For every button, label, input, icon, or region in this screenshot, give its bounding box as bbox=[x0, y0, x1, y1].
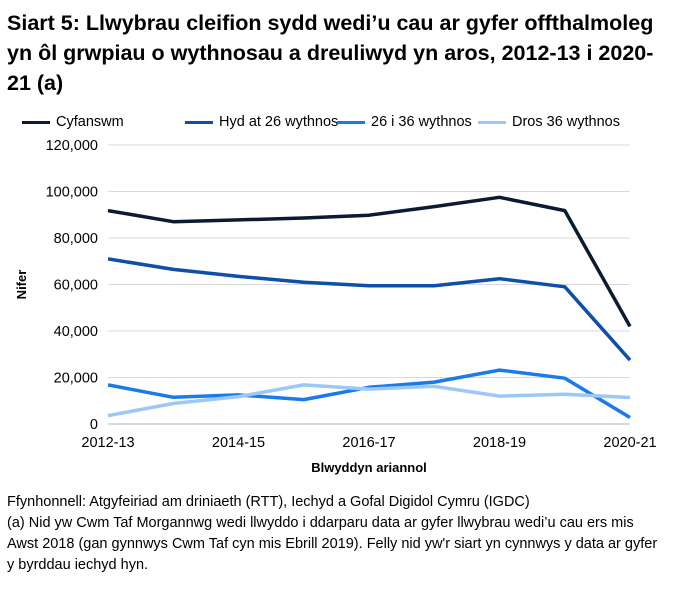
x-tick-label: 2018-19 bbox=[473, 435, 526, 451]
legend-swatch bbox=[22, 120, 50, 124]
chart-notes: Ffynhonnell: Atgyfeiriad am driniaeth (R… bbox=[7, 492, 667, 576]
y-tick-label: 120,000 bbox=[46, 138, 98, 154]
series-line-3 bbox=[107, 368, 631, 419]
footnote: (a) Nid yw Cwm Taf Morgannwg wedi llwydd… bbox=[7, 515, 658, 573]
y-axis-title: Nifer bbox=[14, 270, 29, 300]
y-tick-label: 20,000 bbox=[54, 371, 98, 387]
x-axis-title: Blwyddyn ariannol bbox=[311, 460, 427, 475]
legend-label: 26 i 36 wythnos bbox=[371, 114, 472, 130]
chart-title: Siart 5: Llwybrau cleifion sydd wedi’u c… bbox=[7, 11, 654, 95]
source-note: Ffynhonnell: Atgyfeiriad am driniaeth (R… bbox=[7, 494, 530, 510]
x-tick-label: 2014-15 bbox=[212, 435, 265, 451]
x-tick-label: 2020-21 bbox=[603, 435, 656, 451]
y-tick-label: 0 bbox=[90, 417, 98, 433]
legend-label: Dros 36 wythnos bbox=[512, 114, 620, 130]
y-tick-label: 80,000 bbox=[54, 231, 98, 247]
y-tick-label: 100,000 bbox=[46, 185, 98, 201]
legend-item-hyd-at-26: Hyd at 26 wythnos bbox=[185, 114, 338, 130]
series-line-1 bbox=[107, 195, 632, 328]
line-chart: 0 20,000 40,000 60,000 80,000 100,000 120,000 2… bbox=[14, 138, 657, 475]
legend-label: Cyfanswm bbox=[56, 114, 124, 130]
chart-legend: Cyfanswm Hyd at 26 wythnos 26 i 36 wythn… bbox=[0, 114, 676, 134]
x-tick-label: 2016-17 bbox=[342, 435, 395, 451]
x-tick-label: 2012-13 bbox=[81, 435, 134, 451]
legend-label: Hyd at 26 wythnos bbox=[219, 114, 339, 130]
legend-item-dros-36: Dros 36 wythnos bbox=[478, 114, 620, 130]
legend-item-cyfanswm: Cyfanswm bbox=[22, 114, 124, 130]
legend-item-26-i-36: 26 i 36 wythnos bbox=[337, 114, 472, 130]
legend-swatch bbox=[337, 120, 365, 124]
series-line-2 bbox=[107, 257, 632, 362]
legend-swatch bbox=[478, 120, 506, 124]
legend-swatch bbox=[185, 120, 213, 124]
y-tick-label: 40,000 bbox=[54, 324, 98, 340]
series-line-4 bbox=[107, 383, 631, 418]
y-tick-label: 60,000 bbox=[54, 278, 98, 294]
